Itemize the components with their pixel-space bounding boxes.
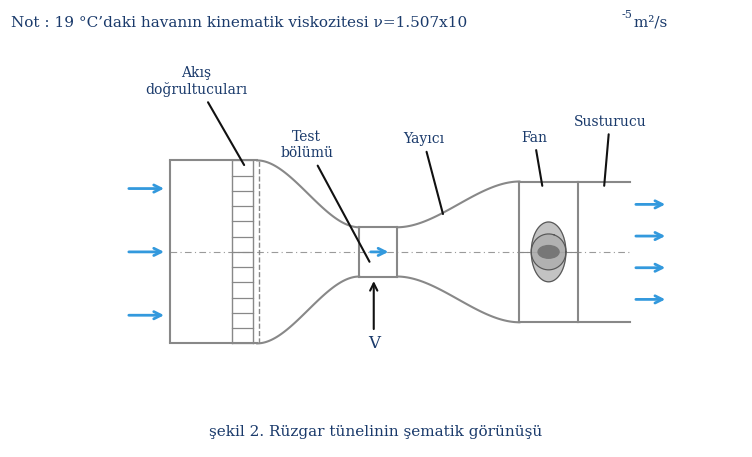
Text: şekil 2. Rüzgar tünelinin şematik görünüşü: şekil 2. Rüzgar tünelinin şematik görünü… — [209, 425, 543, 439]
Text: Not : 19 °C’daki havanın kinematik viskozitesi ν=1.507x10: Not : 19 °C’daki havanın kinematik visko… — [11, 16, 468, 30]
Text: Akış
doğrultucuları: Akış doğrultucuları — [145, 66, 247, 165]
Text: Susturucu: Susturucu — [574, 115, 646, 186]
Text: Fan: Fan — [521, 131, 547, 186]
Text: Yayıcı: Yayıcı — [403, 133, 444, 214]
Text: m²/s: m²/s — [629, 16, 667, 30]
Polygon shape — [531, 234, 566, 270]
Text: V: V — [368, 283, 380, 351]
Polygon shape — [531, 222, 566, 282]
Circle shape — [538, 245, 559, 258]
Text: Test
bölümü: Test bölümü — [280, 130, 369, 262]
Text: -5: -5 — [621, 10, 632, 20]
